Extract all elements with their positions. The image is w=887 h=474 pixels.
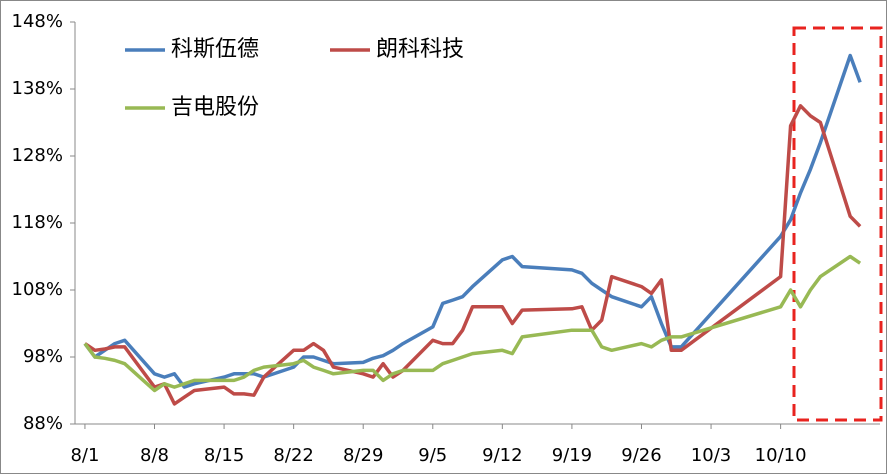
x-tick-label: 9/12 [482, 445, 522, 466]
highlight-box [792, 26, 883, 422]
y-tick-label: 108% [12, 279, 63, 300]
x-tick-label: 10/10 [755, 445, 807, 466]
legend-label: 吉电股份 [171, 95, 259, 120]
x-tick-label: 10/3 [691, 445, 731, 466]
x-tick-label: 8/1 [70, 445, 99, 466]
y-tick-label: 148% [12, 11, 63, 32]
legend-label: 科斯伍德 [171, 37, 259, 62]
x-tick-label: 8/29 [343, 445, 383, 466]
y-tick-label: 128% [12, 145, 63, 166]
x-tick-label: 9/5 [418, 445, 447, 466]
x-tick-label: 8/8 [140, 445, 169, 466]
y-tick-label: 88% [23, 413, 63, 434]
x-tick-label: 8/22 [273, 445, 313, 466]
y-tick-label: 98% [23, 346, 63, 367]
legend-label: 朗科科技 [376, 37, 464, 62]
x-tick-label: 9/26 [621, 445, 661, 466]
x-tick-label: 9/19 [552, 445, 592, 466]
series-line [83, 254, 862, 393]
x-tick-label: 8/15 [204, 445, 244, 466]
y-tick-label: 138% [12, 78, 63, 99]
y-tick-label: 118% [12, 212, 63, 233]
